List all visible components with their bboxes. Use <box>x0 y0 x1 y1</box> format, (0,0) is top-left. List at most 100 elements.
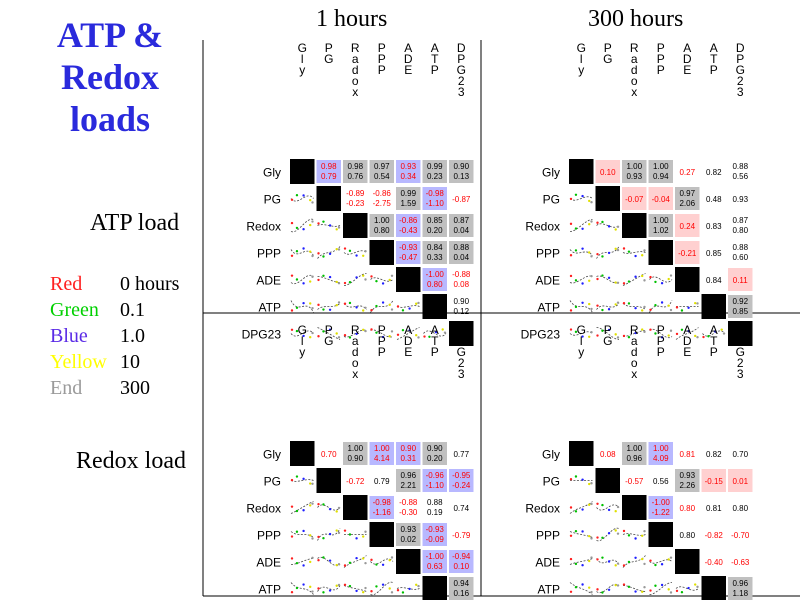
cell-value-top: -0.86 <box>373 189 392 198</box>
trajectory-point <box>641 254 644 257</box>
trajectory-curve <box>290 582 314 595</box>
cell-value-top: -0.04 <box>652 195 671 204</box>
trajectory-point <box>643 586 646 589</box>
cell-value-bottom: 0.16 <box>453 589 469 598</box>
trajectory-point <box>302 301 305 305</box>
trajectory-point <box>381 563 385 567</box>
trajectory-point <box>335 280 338 284</box>
trajectory-point <box>669 308 673 312</box>
trajectory-curve <box>702 330 726 337</box>
cell-value-top: 1.00 <box>374 216 390 225</box>
cell-value-top: 0.90 <box>453 297 469 306</box>
trajectory-point <box>390 274 394 277</box>
trajectory-point <box>590 307 593 311</box>
cell-background <box>449 469 474 492</box>
row-label: Redox <box>525 502 560 516</box>
trajectory-point <box>669 591 673 594</box>
trajectory-point <box>649 308 652 312</box>
trajectory-point <box>581 247 584 250</box>
trajectory-point <box>569 590 573 594</box>
cell-value-top: 0.93 <box>732 195 748 204</box>
cell-value-top: -0.72 <box>346 477 365 486</box>
trajectory-point <box>614 247 617 250</box>
trajectory-curve <box>649 300 673 313</box>
trajectory-point <box>569 197 573 201</box>
trajectory-point <box>643 279 646 282</box>
trajectory-point <box>309 250 312 253</box>
trajectory-point <box>309 482 312 485</box>
cell-value-top: -0.87 <box>452 195 471 204</box>
trajectory-point <box>311 306 314 310</box>
trajectory-curve <box>317 556 341 567</box>
trajectory-point <box>401 309 405 312</box>
trajectory-point <box>687 329 690 333</box>
cell-value-bottom: 1.02 <box>653 226 669 235</box>
trajectory-point <box>634 275 637 278</box>
cell-background <box>595 160 620 183</box>
trajectory-curve <box>317 504 341 511</box>
trajectory-point <box>588 302 591 306</box>
trajectory-point <box>660 282 664 285</box>
trajectory-point <box>328 507 332 511</box>
cell-background <box>396 469 421 492</box>
cell-value-top: 0.90 <box>427 444 443 453</box>
cell-value-top: 0.97 <box>374 162 390 171</box>
trajectory-point <box>614 510 617 513</box>
cell-background <box>422 442 447 465</box>
trajectory-point <box>375 563 378 566</box>
trajectory-point <box>396 305 400 308</box>
trajectory-point <box>309 280 312 283</box>
trajectory-point <box>415 302 418 305</box>
trajectory-point <box>588 335 591 339</box>
cell-background <box>343 442 368 465</box>
trajectory-point <box>660 301 664 304</box>
cell-value-bottom: 2.26 <box>679 481 695 490</box>
trajectory-point <box>309 560 312 564</box>
trajectory-point <box>581 227 584 231</box>
trajectory-point <box>343 247 347 250</box>
trajectory-point <box>641 534 644 537</box>
trajectory-point <box>355 254 358 257</box>
trajectory-point <box>362 274 365 277</box>
cell-value-top: 0.84 <box>427 243 443 252</box>
cell-value-top: 0.84 <box>706 276 722 285</box>
trajectory-point <box>601 591 604 594</box>
cell-value-bottom: 0.76 <box>347 172 363 181</box>
trajectory-point <box>322 537 325 540</box>
cell-background <box>449 550 474 573</box>
row-label: ATP <box>259 583 281 597</box>
trajectory-point <box>335 510 338 513</box>
trajectory-point <box>309 223 312 227</box>
cell-background <box>648 442 673 465</box>
trajectory-point <box>309 302 312 305</box>
legend-value: 0.1 <box>120 299 145 321</box>
cell-value-bottom: 0.10 <box>453 562 469 571</box>
trajectory-point <box>643 562 646 566</box>
trajectory-point <box>388 278 391 282</box>
cell-background <box>449 160 474 183</box>
trajectory-curve <box>622 555 646 568</box>
trajectory-point <box>388 303 391 307</box>
cell-value-bottom: 0.20 <box>427 454 443 463</box>
trajectory-point <box>590 537 593 540</box>
trajectory-point <box>581 564 584 567</box>
trajectory-point <box>601 274 604 277</box>
trajectory-point <box>601 255 604 258</box>
trajectory-point <box>355 332 358 336</box>
trajectory-point <box>370 275 373 278</box>
trajectory-point <box>328 532 332 536</box>
cell-background <box>648 187 673 210</box>
cell-value-bottom: 0.80 <box>374 226 390 235</box>
trajectory-point <box>337 336 341 339</box>
trajectory-curve <box>622 303 646 310</box>
trajectory-curve <box>370 277 394 282</box>
trajectory-point <box>641 557 644 561</box>
trajectory-curve <box>343 585 367 592</box>
cell-value-top: 0.48 <box>706 195 722 204</box>
